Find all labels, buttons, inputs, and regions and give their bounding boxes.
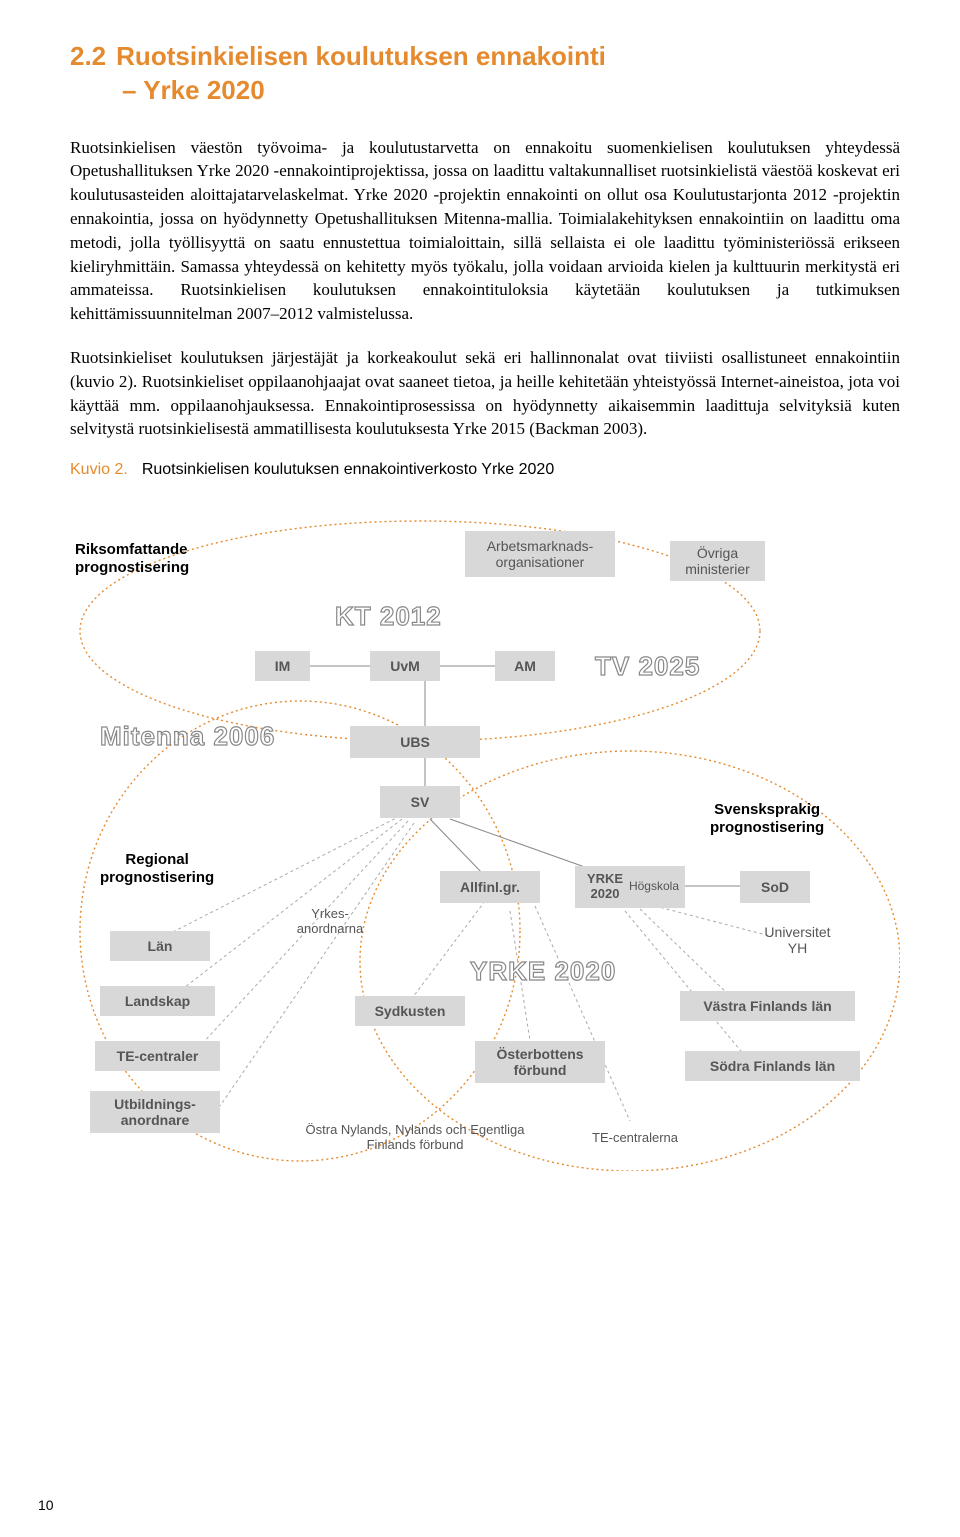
box-ubs: UBS: [350, 726, 480, 758]
section-heading: 2.2 Ruotsinkielisen koulutuksen ennakoint…: [70, 40, 900, 108]
label-svensk: Svensksprakigprognostisering: [710, 801, 824, 837]
box-ovriga: Övriga ministerier: [670, 541, 765, 581]
box-im: IM: [255, 651, 310, 681]
box-sodra: Södra Finlands län: [685, 1051, 860, 1081]
outline-kt2012: KT 2012: [335, 601, 442, 632]
diagram-yrke2020: Riksomfattandeprognostisering Regionalpr…: [70, 501, 900, 1171]
label-regional: Regionalprognostisering: [100, 851, 214, 887]
box-tecentraler: TE-centraler: [95, 1041, 220, 1071]
caption-text: Ruotsinkielisen koulutuksen ennakointive…: [142, 461, 554, 478]
figure-caption: Kuvio 2. Ruotsinkielisen koulutuksen enna…: [70, 461, 900, 479]
outline-tv2025: TV 2025: [595, 651, 700, 682]
box-sydkusten: Sydkusten: [355, 996, 465, 1026]
box-yrkesanordnarna: Yrkes-anordnarna: [285, 901, 375, 943]
paragraph-2: Ruotsinkieliset koulutuksen järjestäjät …: [70, 346, 900, 441]
box-ostra: Östra Nylands, Nylands och Egentliga Fin…: [295, 1118, 535, 1158]
box-vastra: Västra Finlands län: [680, 991, 855, 1021]
box-allfinl: Allfinl.gr.: [440, 871, 540, 903]
outline-yrke2020: YRKE 2020: [470, 956, 616, 987]
outline-mitenna: Mitenna 2006: [100, 721, 275, 752]
heading-number: 2.2: [70, 40, 106, 74]
box-lan: Län: [110, 931, 210, 961]
box-utbildnings: Utbildnings-anordnare: [90, 1091, 220, 1133]
box-sod: SoD: [740, 871, 810, 903]
box-uvm: UvM: [370, 651, 440, 681]
box-arbetsmarknads: Arbetsmarknads-organisationer: [465, 531, 615, 577]
box-osterbottens: Österbottens förbund: [475, 1041, 605, 1083]
box-universitet: Universitet YH: [750, 921, 845, 959]
box-sv: SV: [380, 786, 460, 818]
box-landskap: Landskap: [100, 986, 215, 1016]
box-am: AM: [495, 651, 555, 681]
heading-line2: – Yrke 2020: [70, 74, 900, 108]
paragraph-1: Ruotsinkielisen väestön työvoima- ja kou…: [70, 136, 900, 326]
label-riksomfattande: Riksomfattandeprognostisering: [75, 541, 189, 577]
caption-label: Kuvio 2.: [70, 461, 128, 478]
heading-line1: Ruotsinkielisen koulutuksen ennakointi: [116, 41, 606, 71]
box-tecentralerna: TE-centralerna: [575, 1126, 695, 1150]
box-yrke-hogskola: YRKE 2020Högskola: [575, 866, 685, 908]
page-number: 10: [38, 1497, 54, 1513]
